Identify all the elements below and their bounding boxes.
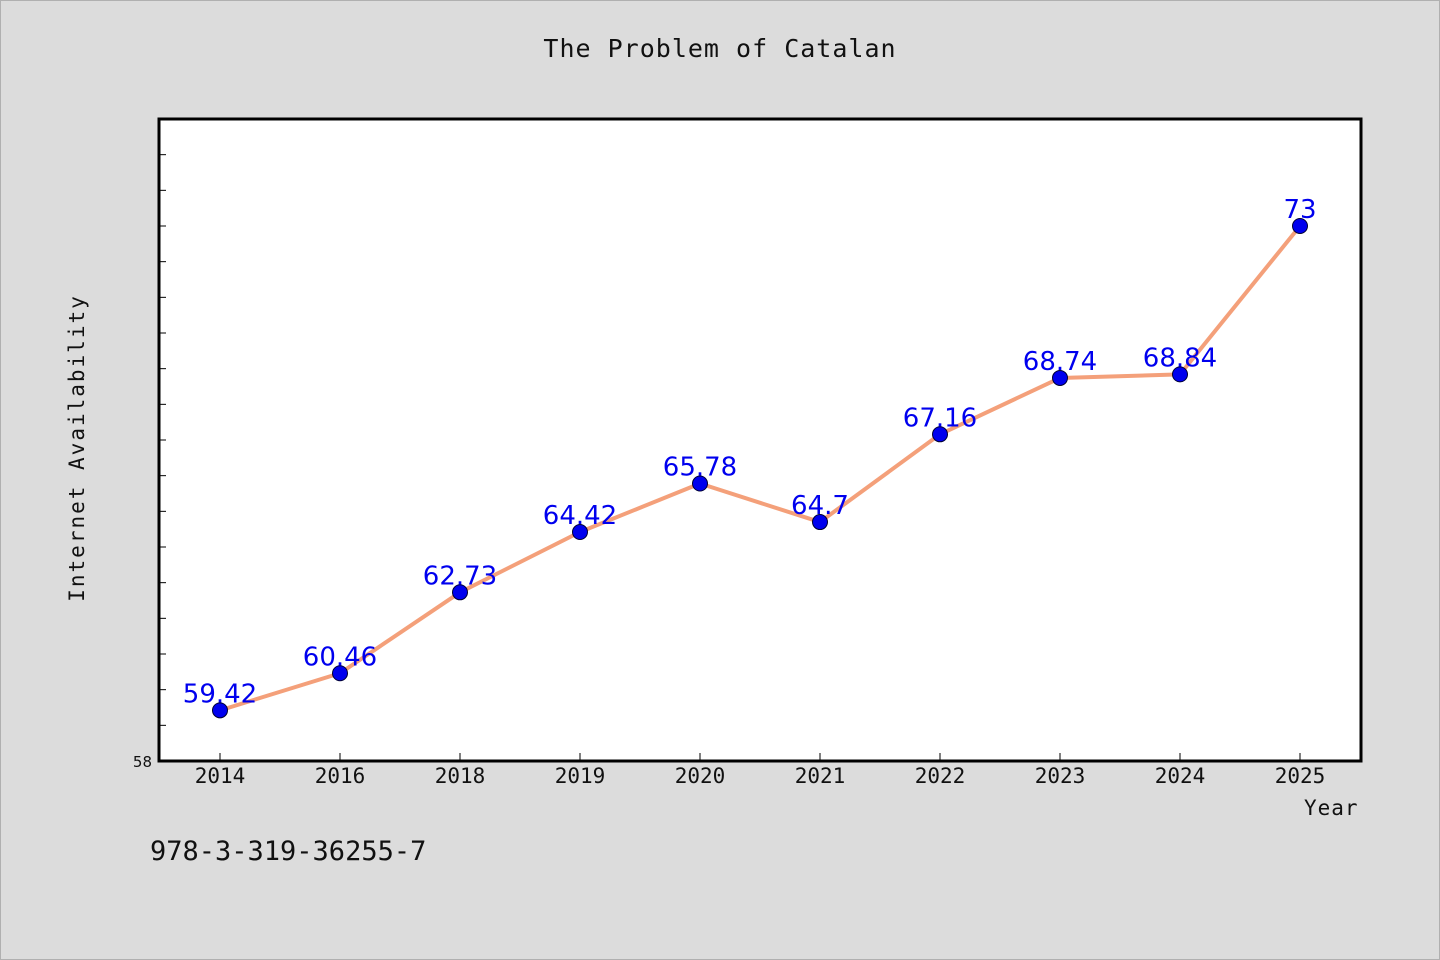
y-axis-ticks: 58 xyxy=(133,154,166,771)
data-label: 59.42 xyxy=(183,679,257,709)
marker-layer xyxy=(212,218,1308,719)
data-label: 68.84 xyxy=(1143,343,1217,373)
data-label: 73 xyxy=(1283,195,1316,225)
data-label: 67.16 xyxy=(903,403,977,433)
data-point xyxy=(1292,218,1308,234)
data-label: 65.78 xyxy=(663,453,737,483)
x-tick-label: 2023 xyxy=(1035,764,1086,788)
data-label: 64.7 xyxy=(791,491,849,521)
x-tick-label: 2021 xyxy=(795,764,846,788)
x-tick-label: 2024 xyxy=(1155,764,1206,788)
data-label: 68.74 xyxy=(1023,347,1097,377)
data-point xyxy=(692,475,708,492)
data-point xyxy=(1052,369,1068,386)
x-tick-label: 2016 xyxy=(315,764,366,788)
data-label: 64.42 xyxy=(543,501,617,531)
x-tick-label: 2025 xyxy=(1275,764,1326,788)
data-label: 62.73 xyxy=(423,561,497,591)
x-tick-label: 2022 xyxy=(915,764,966,788)
y-tick-label: 58 xyxy=(133,753,152,771)
data-label-layer: 59.42 60.46 62.73 64.42 65.78 64.7 67.16 68.74 6… xyxy=(183,195,1317,709)
series-layer xyxy=(219,224,1302,713)
data-point xyxy=(812,514,828,531)
x-tick-label: 2019 xyxy=(555,764,606,788)
data-point xyxy=(572,524,588,541)
data-label: 60.46 xyxy=(303,642,377,672)
data-point xyxy=(1172,366,1188,383)
chart-title: The Problem of Catalan xyxy=(543,34,897,63)
data-point xyxy=(452,584,468,601)
series-line xyxy=(219,224,1302,713)
isbn-text: 978-3-319-36255-7 xyxy=(150,836,427,867)
x-tick-label: 2020 xyxy=(675,764,726,788)
x-tick-label: 2018 xyxy=(435,764,486,788)
x-axis-label: Year xyxy=(1304,796,1359,820)
x-tick-label: 2014 xyxy=(195,764,246,788)
plot-area xyxy=(157,117,1363,763)
x-axis-ticks: 2014 2016 2018 2019 2020 2021 2022 2023 2024 2025 xyxy=(195,753,1326,788)
data-point xyxy=(212,702,228,719)
data-point xyxy=(932,426,948,443)
data-point xyxy=(332,665,348,682)
